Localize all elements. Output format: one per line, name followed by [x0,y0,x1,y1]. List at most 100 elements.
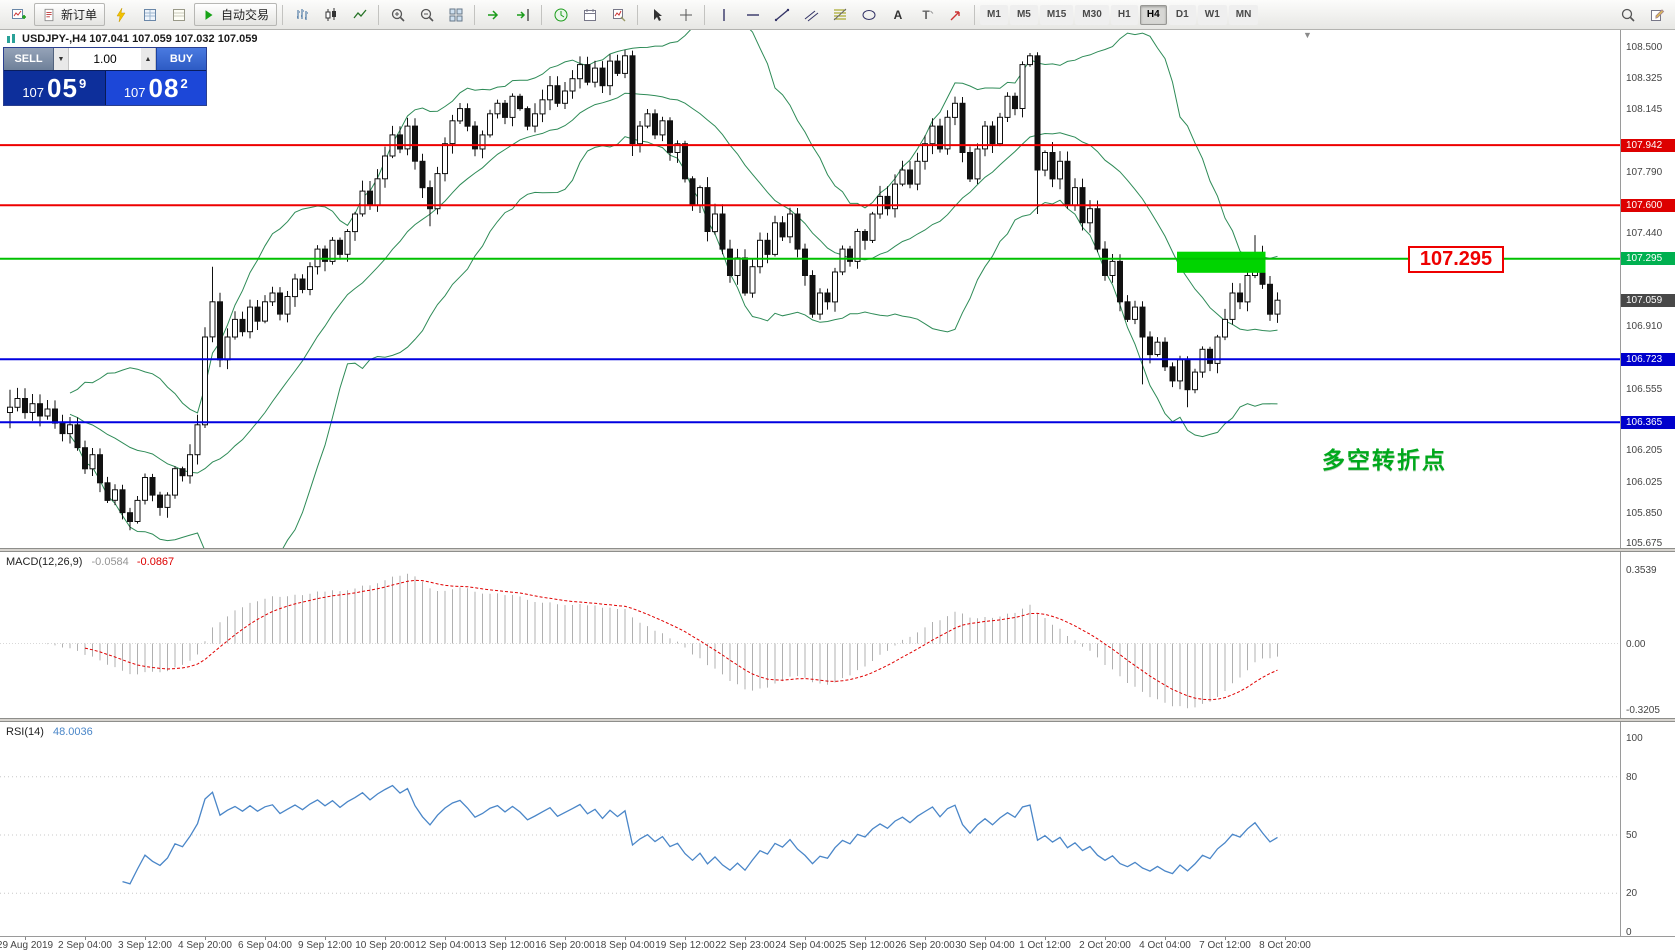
crosshair-icon[interactable] [672,2,699,27]
macd-tick: -0.3205 [1626,705,1660,716]
time-tick [25,937,26,940]
text-label-icon[interactable]: T [913,2,940,27]
bar-chart-icon[interactable] [288,2,315,27]
timeframe-m1-button[interactable]: M1 [980,4,1008,25]
price-level-badge[interactable]: 106.723 [1621,353,1675,366]
timeframe-w1-button[interactable]: W1 [1197,4,1227,25]
price-level-badge[interactable]: 107.942 [1621,139,1675,152]
price-chart[interactable] [0,30,1620,548]
rsi-tick: 80 [1626,772,1638,783]
timeframe-m30-button[interactable]: M30 [1075,4,1109,25]
timeframe-m15-button[interactable]: M15 [1039,4,1074,25]
volume-up-button[interactable]: ▲ [141,48,156,70]
toolbar-separator [974,4,976,25]
toolbar-separator [704,4,706,25]
time-tick [805,937,806,940]
candles[interactable] [7,49,1281,531]
lightning-icon[interactable] [107,2,134,27]
macd-panel-chart[interactable] [0,552,1620,718]
vertical-line-icon[interactable] [710,2,737,27]
timeframe-mn-button[interactable]: MN [1228,4,1259,25]
sell-price-pip: 9 [78,76,87,91]
chart-shift-marker[interactable]: ▼ [1303,30,1312,40]
timeframe-h4-button[interactable]: H4 [1139,4,1167,25]
macd-tick: 0.00 [1626,639,1646,650]
price-tick: 106.555 [1626,384,1663,395]
time-label: 22 Sep 23:00 [715,940,775,951]
time-tick [1105,937,1106,940]
timeframe-m5-button[interactable]: M5 [1009,4,1038,25]
time-axis[interactable]: 29 Aug 2019 2 Sep 04:00 3 Sep 12:00 4 Sep 2… [0,936,1675,952]
price-level-badge[interactable]: 107.059 [1621,294,1675,307]
indicators-icon[interactable] [547,2,574,27]
chart-shift-icon[interactable] [509,2,536,27]
macd-tick: 0.3539 [1626,565,1657,576]
time-tick [745,937,746,940]
price-tick: 106.025 [1626,477,1663,488]
price-axis[interactable]: 108.500 108.325 108.145 107.790 107.440 106.9… [1620,30,1675,549]
time-label: 29 Aug 2019 [0,940,54,951]
sell-button[interactable]: SELL [4,48,54,70]
horizontal-line-icon[interactable] [739,2,766,27]
volume-value: 1.00 [93,52,117,66]
zoom-out-icon[interactable] [413,2,440,27]
time-tick [625,937,626,940]
fibonacci-icon[interactable] [826,2,853,27]
toolbar-separator [282,4,284,25]
cursor-icon[interactable] [643,2,670,27]
macd-name: MACD(12,26,9) [6,556,83,568]
tile-windows-icon[interactable] [442,2,469,27]
bollinger-lower [69,136,1278,548]
channel-icon[interactable] [797,2,824,27]
buy-price[interactable]: 107 08 2 [105,71,206,105]
templates-icon[interactable] [605,2,632,27]
line-chart-icon[interactable] [346,2,373,27]
time-label: 4 Sep 20:00 [178,940,232,951]
trendline-icon[interactable] [768,2,795,27]
auto-scroll-icon[interactable] [480,2,507,27]
time-label: 19 Sep 12:00 [655,940,715,951]
price-level-badge[interactable]: 107.600 [1621,199,1675,212]
zoom-in-icon[interactable] [384,2,411,27]
new-order-button[interactable]: 新订单 [34,3,106,26]
panel-separator[interactable] [0,718,1675,722]
toolbar-separator [637,4,639,25]
compose-icon[interactable] [1643,2,1670,27]
buy-button[interactable]: BUY [156,48,206,70]
panel-separator[interactable] [0,548,1675,552]
timeframe-d1-button[interactable]: D1 [1168,4,1196,25]
time-label: 2 Oct 20:00 [1079,940,1131,951]
time-tick [565,937,566,940]
candlestick-mode-icon[interactable] [317,2,344,27]
price-level-badge[interactable]: 106.365 [1621,416,1675,429]
arrows-icon[interactable] [942,2,969,27]
text-icon[interactable]: A [884,2,911,27]
price-tick: 108.500 [1626,42,1663,53]
one-click-trading-panel: SELL ▼ 1.00 ▲ BUY 107 05 9 107 08 2 [3,47,207,106]
sell-price-big: 05 [47,73,78,103]
buy-price-pip: 2 [180,76,188,91]
timeframe-h1-button[interactable]: H1 [1110,4,1138,25]
price-callout[interactable]: 107.295 [1408,246,1504,273]
shapes-icon[interactable] [855,2,882,27]
svg-text:A: A [893,8,902,22]
auto-trading-button[interactable]: 自动交易 [194,3,278,26]
rsi-tick: 20 [1626,888,1638,899]
sell-price[interactable]: 107 05 9 [4,71,106,105]
new-chart-icon[interactable] [5,2,32,27]
rsi-panel-chart[interactable] [0,722,1620,936]
data-window-icon[interactable] [165,2,192,27]
price-level-badge[interactable]: 107.295 [1621,252,1675,265]
time-label: 26 Sep 20:00 [895,940,955,951]
green-highlight-zone[interactable] [1177,251,1266,273]
rsi-tick: 100 [1626,733,1643,744]
rsi-axis: 100 80 50 20 0 [1620,722,1675,938]
macd-value-signal: -0.0867 [136,556,175,568]
rsi-label: RSI(14) 48.0036 [6,726,93,738]
market-watch-icon[interactable] [136,2,163,27]
search-icon[interactable] [1614,2,1641,27]
time-label: 7 Oct 12:00 [1199,940,1251,951]
volume-stepper[interactable]: 1.00 [69,48,141,70]
volume-down-button[interactable]: ▼ [54,48,69,70]
periods-icon[interactable] [576,2,603,27]
